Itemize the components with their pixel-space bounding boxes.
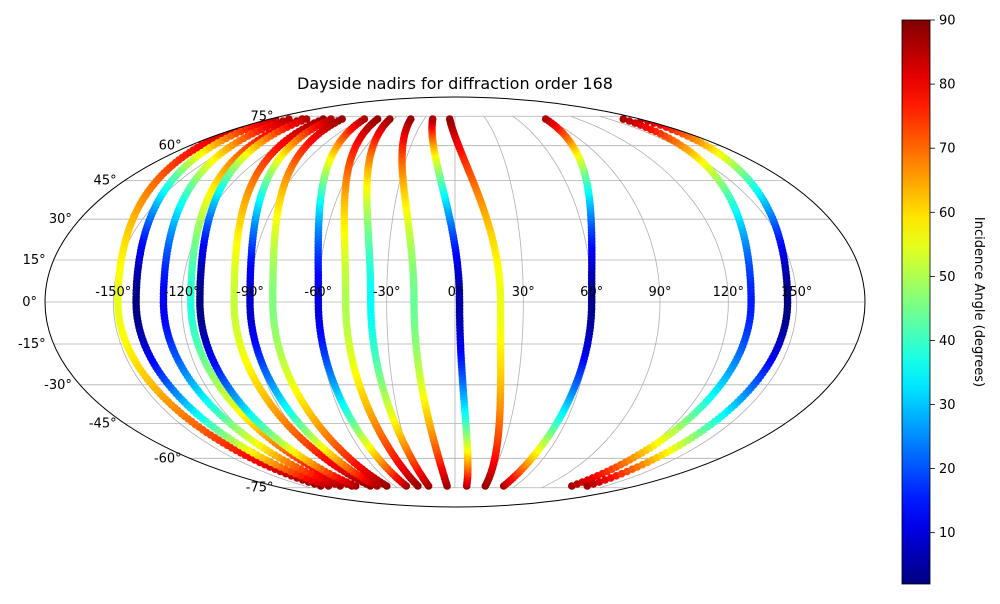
orbit-track <box>159 115 345 490</box>
longitude-gridline <box>483 116 524 488</box>
colorbar-tick-label: 30 <box>939 398 956 413</box>
colorbar-tick-label: 80 <box>939 78 956 93</box>
colorbar-gradient <box>901 19 931 585</box>
latitude-tick-label: 45° <box>94 174 117 189</box>
colorbar: 10 20 30 40 50 60 70 80 90 Incidence Angle (degr… <box>901 14 986 585</box>
track-point <box>373 115 382 123</box>
orbit-track <box>568 115 755 490</box>
latitude-tick-label: -75° <box>246 481 274 496</box>
longitude-tick-label: -120° <box>164 285 200 300</box>
longitude-gridline <box>541 115 661 489</box>
longitude-tick-label: 150° <box>781 285 812 300</box>
scatter-tracks <box>114 115 792 490</box>
colorbar-tick-label: 20 <box>939 462 956 477</box>
longitude-tick-label: -90° <box>236 285 264 300</box>
longitude-tick-label: -30° <box>373 285 401 300</box>
colorbar-label: Incidence Angle (degrees) <box>971 217 986 387</box>
colorbar-tick-label: 50 <box>939 270 956 285</box>
chart-title: Dayside nadirs for diffraction order 168 <box>297 74 613 93</box>
longitude-tick-label: 90° <box>648 285 671 300</box>
track-point <box>428 115 437 123</box>
latitude-tick-label: -15° <box>18 337 46 352</box>
latitude-tick-label: -60° <box>154 451 182 466</box>
orbit-track <box>196 115 360 490</box>
longitude-tick-label: 60° <box>580 285 603 300</box>
track-point <box>619 115 628 123</box>
latitude-tick-label: -45° <box>89 416 117 431</box>
latitude-tick-label: 15° <box>23 253 46 268</box>
colorbar-tick-label: 70 <box>939 142 956 157</box>
latitude-tick-label: -30° <box>44 378 72 393</box>
latitude-tick-label: 0° <box>22 295 37 310</box>
track-point <box>541 115 550 123</box>
longitude-tick-label: 0° <box>448 285 463 300</box>
longitude-tick-label: 30° <box>512 285 535 300</box>
orbit-track <box>499 115 596 490</box>
track-point <box>445 115 454 123</box>
latitude-tick-label: 75° <box>250 109 273 124</box>
longitude-tick-label: -150° <box>95 285 131 300</box>
colorbar-ticks: 10 20 30 40 50 60 70 80 90 <box>930 14 956 541</box>
longitude-tick-label: 120° <box>713 285 744 300</box>
track-point <box>407 115 415 123</box>
latitude-tick-label: 60° <box>159 139 182 154</box>
orbit-track <box>363 115 433 490</box>
colorbar-tick-label: 10 <box>939 526 956 541</box>
longitude-gridline <box>112 115 311 489</box>
track-point <box>338 115 346 123</box>
orbit-track <box>340 115 422 490</box>
longitude-tick-label: -60° <box>304 285 332 300</box>
orbit-track <box>583 115 792 490</box>
colorbar-tick-label: 90 <box>939 14 956 29</box>
track-point <box>386 115 394 123</box>
track-point <box>360 115 369 123</box>
longitude-gridline <box>599 115 798 489</box>
colorbar-tick-label: 60 <box>939 206 956 221</box>
latitude-tick-label: 30° <box>49 212 72 227</box>
orbit-track <box>398 115 451 490</box>
colorbar-tick-label: 40 <box>939 334 956 349</box>
